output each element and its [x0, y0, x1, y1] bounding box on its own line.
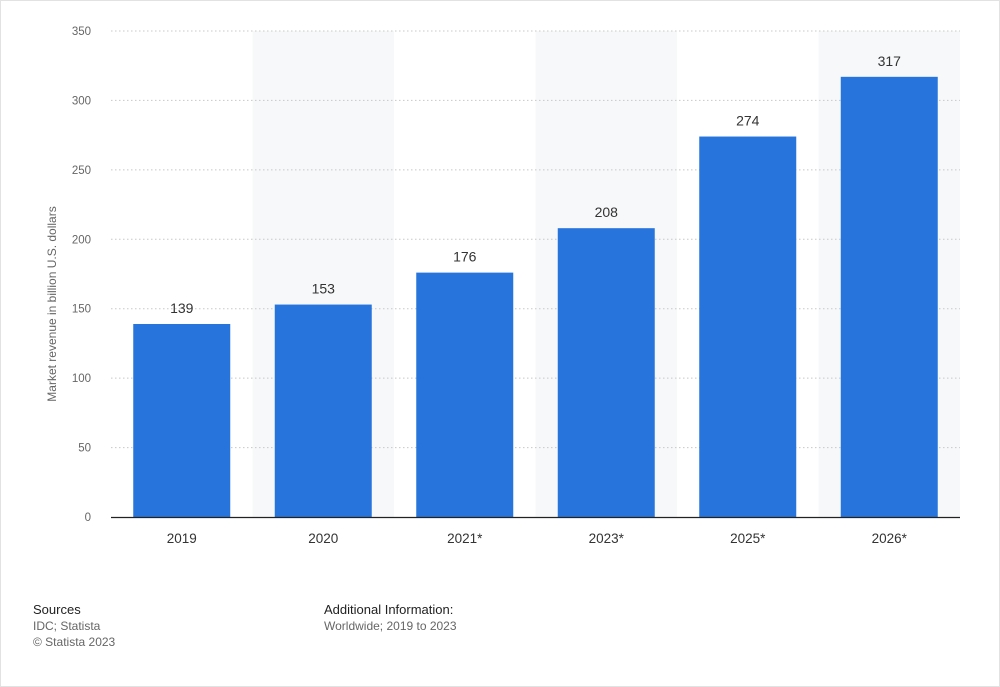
y-tick-label: 300	[72, 95, 91, 107]
y-tick-label: 100	[72, 373, 91, 385]
grid-lines	[111, 30, 960, 449]
sources-block: Sources IDC; Statista © Statista 2023	[33, 602, 115, 650]
bar-2025[interactable]	[699, 136, 797, 517]
bar-2019[interactable]	[133, 323, 231, 517]
value-label: 274	[736, 113, 760, 129]
additional-info-heading[interactable]: Additional Information:	[324, 602, 454, 617]
y-tick-label: 150	[72, 304, 91, 316]
sources-line-2: © Statista 2023	[33, 635, 116, 649]
bar-2026[interactable]	[840, 76, 938, 517]
bar-2020[interactable]	[274, 304, 372, 517]
value-labels: 139 153 176 208 274 317	[170, 53, 901, 316]
y-axis-title: Market revenue in billion U.S. dollars	[45, 206, 59, 401]
x-axis-labels: 2019 2020 2021* 2023* 2025* 2026*	[167, 531, 908, 546]
bar-2021[interactable]	[416, 272, 514, 517]
bars	[133, 76, 938, 518]
x-tick-label: 2021*	[447, 531, 483, 546]
value-label: 317	[878, 53, 902, 69]
additional-info-text: Worldwide; 2019 to 2023	[324, 619, 457, 633]
additional-info-block: Additional Information: Worldwide; 2019 …	[324, 602, 457, 634]
value-label: 139	[170, 300, 194, 316]
y-tick-label: 200	[72, 234, 91, 246]
bar-2023[interactable]	[557, 228, 655, 518]
bar-chart: 0 50 100 150 200 250 300 350 139 153 176 208 274 317…	[45, 26, 960, 546]
sources-line-1[interactable]: IDC; Statista	[33, 619, 101, 633]
x-tick-label: 2026*	[872, 531, 908, 546]
y-axis-ticks: 0 50 100 150 200 250 300 350	[72, 26, 91, 524]
value-label: 176	[453, 249, 477, 265]
y-tick-label: 0	[85, 512, 91, 524]
value-label: 153	[312, 281, 336, 297]
y-tick-label: 350	[72, 26, 91, 38]
y-tick-label: 250	[72, 165, 91, 177]
value-label: 208	[595, 204, 619, 220]
sources-heading: Sources	[33, 602, 81, 617]
x-tick-label: 2020	[308, 531, 338, 546]
x-tick-label: 2023*	[589, 531, 625, 546]
x-tick-label: 2025*	[730, 531, 766, 546]
x-tick-label: 2019	[167, 531, 197, 546]
y-tick-label: 50	[78, 443, 91, 455]
